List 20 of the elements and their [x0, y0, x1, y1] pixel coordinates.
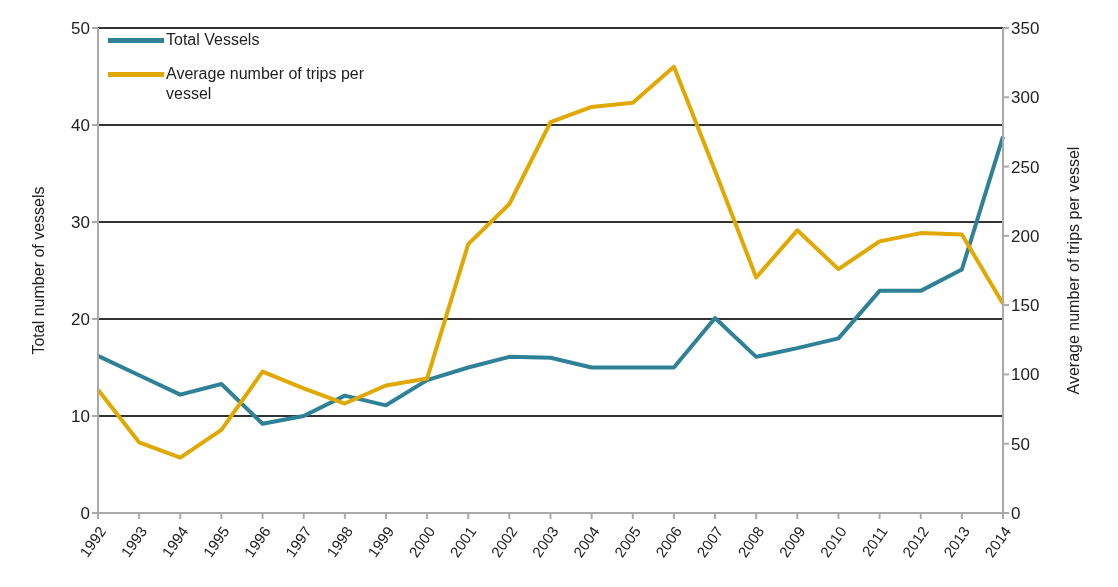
- y-tick-label: 40: [71, 116, 90, 136]
- y-tick-label: 20: [71, 310, 90, 330]
- line-series: [96, 64, 1005, 460]
- y2-tick-label: 250: [1011, 157, 1040, 177]
- y2-tick-label: 0: [1011, 504, 1021, 524]
- legend-label: Average number of trips per vessel: [166, 64, 366, 104]
- y-tick-label: 50: [71, 19, 90, 39]
- y2-tick-label: 200: [1011, 226, 1040, 246]
- y-tick-label: 0: [80, 504, 90, 524]
- line-series: [96, 134, 1005, 426]
- y2-tick-label: 150: [1011, 296, 1040, 316]
- legend-label: Total Vessels: [166, 30, 261, 50]
- y2-axis-title: Average number of trips per vessel: [1064, 146, 1082, 395]
- y2-tick-label: 100: [1011, 365, 1040, 385]
- y-axis-title: Total number of vessels: [29, 186, 47, 355]
- y-tick-label: 10: [71, 407, 90, 427]
- y2-tick-label: 350: [1011, 19, 1040, 39]
- y-tick-label: 30: [71, 213, 90, 233]
- y2-tick-label: 300: [1011, 88, 1040, 108]
- y2-tick-label: 50: [1011, 434, 1030, 454]
